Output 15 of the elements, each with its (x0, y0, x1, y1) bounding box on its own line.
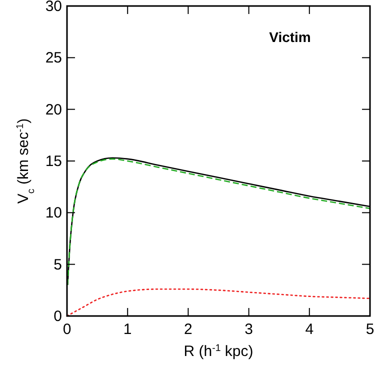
y-tick-label: 20 (45, 101, 62, 118)
x-tick-label: 2 (184, 321, 192, 338)
x-tick-label: 5 (366, 321, 374, 338)
x-axis-title: R (h$^{-1}$ kpc) (184, 342, 254, 360)
annotation: Victim (269, 29, 311, 45)
y-tick-label: 30 (45, 0, 62, 15)
x-tick-label: 3 (244, 321, 253, 338)
line-series (66, 288, 371, 317)
y-tick-label: 10 (45, 204, 62, 222)
y-tick-label: 0 (54, 308, 62, 325)
y-tick-label: 5 (54, 256, 62, 274)
x-tick-label: 4 (305, 321, 314, 338)
x-tick-label: 1 (123, 321, 132, 338)
y-tick-label: 25 (45, 50, 62, 67)
y-tick-label: 15 (45, 153, 62, 170)
